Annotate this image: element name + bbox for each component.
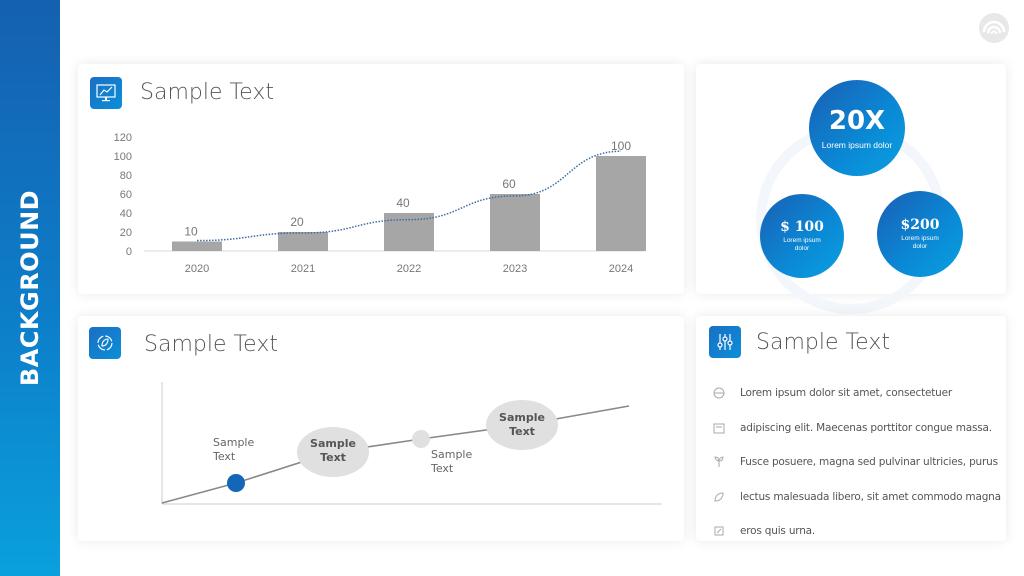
bullet-list: Lorem ipsum dolor sit amet, consectetuer… [712, 376, 1002, 549]
svg-text:Sample: Sample [310, 437, 356, 450]
hand-leaf-icon [712, 524, 726, 538]
svg-text:2023: 2023 [503, 263, 527, 275]
bar-chart: 0 20 40 60 80 100 120 2020 2021 2022 2023 2024 10 2… [114, 132, 646, 275]
list-card: Sample Text Lorem ipsum dolor sit amet, … [696, 316, 1006, 541]
stat-circle-main: 20X Lorem ipsum dolor [809, 80, 905, 176]
list-item: eros quis urna. [712, 514, 1002, 549]
svg-text:100: 100 [114, 151, 132, 163]
svg-text:100: 100 [611, 139, 631, 153]
svg-text:Sample: Sample [213, 436, 254, 449]
svg-text:2020: 2020 [185, 263, 209, 275]
milestone-bubble [297, 427, 369, 477]
stat-circle-right: $200 Lorem ipsum dolor [877, 191, 963, 277]
stat-value: $ 100 [780, 219, 824, 235]
stat-label: Lorem ipsum dolor [821, 140, 893, 150]
globe-hand-icon [712, 386, 726, 400]
svg-text:2022: 2022 [397, 263, 421, 275]
list-item: lectus malesuada libero, sit amet commod… [712, 480, 1002, 515]
stat-circle-left: $ 100 Lorem ipsum dolor [760, 194, 844, 278]
svg-text:40: 40 [396, 196, 410, 210]
svg-text:Text: Text [212, 450, 236, 463]
stat-label: Lorem ipsum dolor [783, 237, 821, 252]
svg-text:2024: 2024 [609, 263, 633, 275]
milestone-dot-active [227, 474, 245, 492]
timeline-card: Sample Text Sample Text Sample Text Samp… [78, 316, 684, 541]
sliders-icon [709, 326, 741, 358]
bar-2020 [172, 241, 222, 251]
list-item-text: Fusce posuere, magna sed pulvinar ultric… [740, 456, 998, 469]
list-item-text: eros quis urna. [740, 525, 816, 538]
svg-text:Sample: Sample [431, 448, 472, 461]
milestone-bubble [486, 400, 558, 450]
bar-2024 [596, 156, 646, 251]
section-label: BACKGROUND [16, 189, 44, 387]
bar-2021 [278, 232, 328, 251]
svg-text:2021: 2021 [291, 263, 315, 275]
svg-text:40: 40 [120, 208, 132, 220]
brand-logo-icon [979, 13, 1009, 43]
sidebar-banner: BACKGROUND [0, 0, 60, 576]
card-title: Sample Text [756, 330, 890, 355]
list-item: adipiscing elit. Maecenas porttitor cong… [712, 411, 1002, 446]
svg-text:Sample: Sample [499, 411, 545, 424]
milestone-dot [412, 430, 430, 448]
svg-text:20: 20 [290, 215, 304, 229]
stat-label: Lorem ipsum dolor [901, 235, 939, 250]
svg-text:Text: Text [509, 425, 535, 438]
monitor-chart-icon [90, 77, 122, 109]
growth-timeline: Sample Text Sample Text Sample Text Samp… [161, 382, 662, 505]
svg-text:Text: Text [430, 462, 454, 475]
svg-text:60: 60 [502, 177, 516, 191]
svg-text:10: 10 [184, 225, 198, 239]
stats-card: 20X Lorem ipsum dolor $ 100 Lorem ipsum … [696, 64, 1006, 314]
list-item-text: Lorem ipsum dolor sit amet, consectetuer [740, 387, 952, 400]
svg-text:Text: Text [320, 451, 346, 464]
list-item: Fusce posuere, magna sed pulvinar ultric… [712, 445, 1002, 480]
bar-2023 [490, 194, 540, 251]
list-item-text: lectus malesuada libero, sit amet commod… [740, 490, 1001, 503]
card-title: Sample Text [140, 80, 274, 105]
leaf-cycle-icon [89, 327, 121, 359]
stat-value: $200 [900, 217, 940, 233]
stat-value: 20X [828, 106, 886, 136]
list-item-text: adipiscing elit. Maecenas porttitor cong… [740, 421, 992, 434]
card-title: Sample Text [144, 332, 278, 357]
list-item: Lorem ipsum dolor sit amet, consectetuer [712, 376, 1002, 411]
bar-chart-card: Sample Text 0 20 40 60 80 100 120 2020 2021 2022… [78, 64, 684, 294]
svg-text:80: 80 [120, 170, 132, 182]
svg-text:60: 60 [120, 189, 132, 201]
svg-text:120: 120 [114, 132, 132, 144]
calculator-icon [712, 421, 726, 435]
svg-text:0: 0 [126, 246, 132, 258]
svg-text:20: 20 [120, 227, 132, 239]
plant-icon [712, 455, 726, 469]
leaf-icon [712, 490, 726, 504]
